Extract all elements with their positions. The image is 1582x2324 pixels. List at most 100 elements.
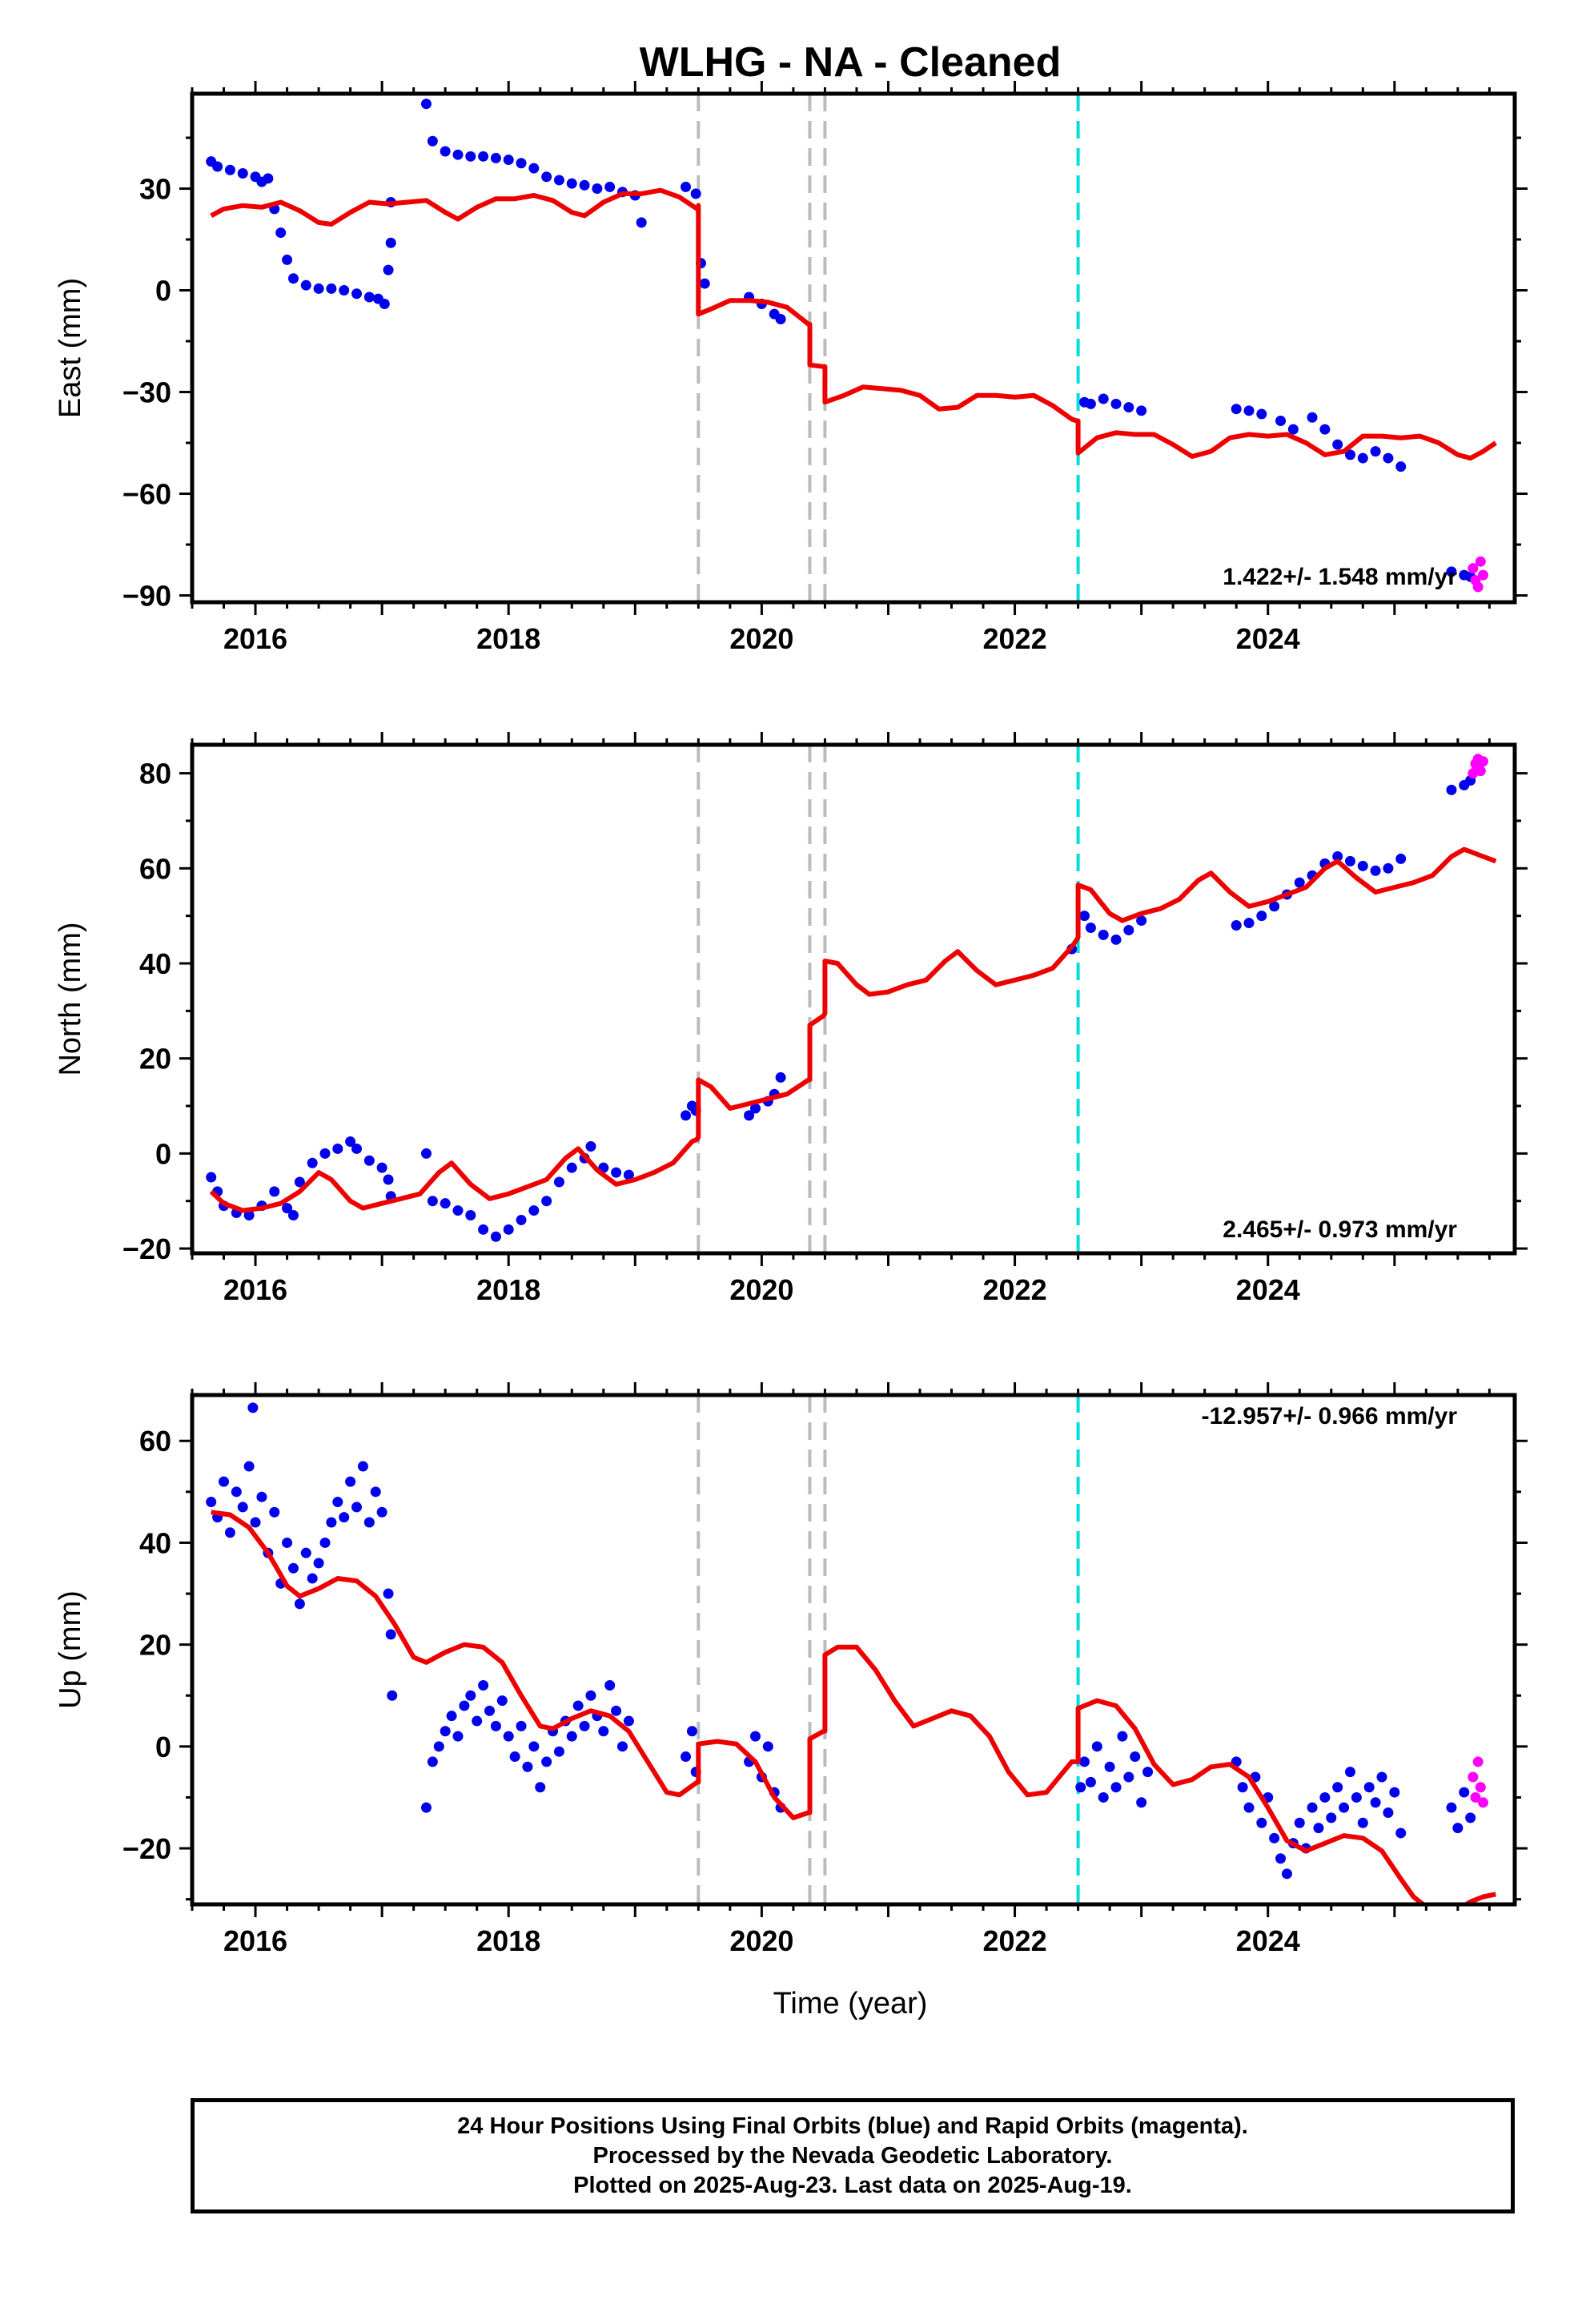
y-tick-label: 30 xyxy=(139,173,171,206)
x-tick-label: 2016 xyxy=(223,1924,287,1957)
final-points xyxy=(206,1402,1476,1880)
final-point xyxy=(1344,855,1355,866)
caption-box: 24 Hour Positions Using Final Orbits (bl… xyxy=(191,2098,1515,2213)
final-point xyxy=(1452,1823,1464,1834)
plot-frame xyxy=(190,742,1517,1256)
final-point xyxy=(516,1214,527,1225)
final-point xyxy=(243,1210,255,1221)
y-tick-label: 40 xyxy=(139,947,171,980)
final-point xyxy=(1110,934,1122,945)
final-point xyxy=(681,1751,692,1763)
y-tick-label: −20 xyxy=(122,1832,171,1865)
rapid-points xyxy=(1468,1756,1488,1808)
final-point xyxy=(250,1517,261,1528)
final-point xyxy=(383,1588,394,1599)
final-point xyxy=(420,1148,432,1159)
x-tick-label: 2022 xyxy=(983,1924,1047,1957)
final-point xyxy=(1370,446,1381,457)
final-point xyxy=(319,1148,331,1159)
final-point xyxy=(1142,1767,1154,1778)
final-point xyxy=(1256,911,1267,922)
final-point xyxy=(1231,920,1242,931)
final-point xyxy=(1231,404,1242,415)
ticks xyxy=(179,1382,1528,1917)
final-point xyxy=(376,1506,387,1518)
final-point xyxy=(1389,1787,1400,1798)
final-point xyxy=(592,183,603,195)
final-point xyxy=(1383,1807,1394,1819)
final-point xyxy=(1357,860,1368,871)
final-point xyxy=(332,1497,343,1508)
y-axis-label: Up (mm) xyxy=(54,1590,87,1709)
final-point xyxy=(1344,1767,1355,1778)
final-point xyxy=(294,1176,305,1188)
rapid-point xyxy=(1475,556,1486,567)
final-point xyxy=(553,1176,564,1188)
final-point xyxy=(452,1731,464,1742)
y-tick-label: −90 xyxy=(122,580,171,613)
final-point xyxy=(263,173,274,184)
final-point xyxy=(1256,408,1267,420)
final-point xyxy=(1357,452,1368,464)
final-point xyxy=(604,181,616,192)
final-point xyxy=(383,1174,394,1185)
final-point xyxy=(465,1210,476,1221)
final-point xyxy=(541,1196,552,1207)
final-point xyxy=(1319,1791,1331,1803)
final-point xyxy=(503,1224,514,1235)
final-point xyxy=(1256,1817,1267,1828)
final-point xyxy=(1319,424,1331,435)
final-point xyxy=(376,1162,387,1173)
final-point xyxy=(269,1186,280,1197)
y-tick-label: 40 xyxy=(139,1526,171,1559)
final-point xyxy=(440,1726,451,1737)
final-point xyxy=(535,1782,546,1793)
final-point xyxy=(541,171,552,183)
final-point xyxy=(243,1461,255,1472)
final-point xyxy=(1136,405,1147,416)
y-tick-label: 60 xyxy=(139,852,171,885)
final-point xyxy=(313,283,324,294)
x-tick-label: 2016 xyxy=(223,622,287,655)
final-point xyxy=(528,1741,540,1752)
y-axis-label: East (mm) xyxy=(54,278,87,418)
final-point xyxy=(484,1705,496,1716)
final-point xyxy=(1117,1731,1128,1742)
final-point xyxy=(1243,1802,1255,1813)
final-point xyxy=(1243,918,1255,929)
final-point xyxy=(1243,405,1255,416)
y-tick-label: 0 xyxy=(155,1137,171,1170)
final-point xyxy=(472,1715,483,1727)
final-point xyxy=(446,1711,457,1722)
y-tick-label: 0 xyxy=(155,275,171,308)
x-tick-label: 2016 xyxy=(223,1273,287,1306)
final-points xyxy=(206,99,1476,582)
panel-east: 2016 2018 2020 2022 2024 −90 −60 −30 0 30 East (mm… xyxy=(54,81,1528,655)
final-point xyxy=(528,1205,540,1216)
final-points xyxy=(206,775,1476,1242)
final-point xyxy=(294,1598,305,1610)
x-tick-label: 2020 xyxy=(729,1273,793,1306)
x-tick-label: 2022 xyxy=(983,1273,1047,1306)
final-point xyxy=(686,1726,697,1737)
final-point xyxy=(553,175,564,186)
y-tick-label: 80 xyxy=(139,758,171,790)
final-point xyxy=(1446,784,1457,795)
final-point xyxy=(420,99,432,110)
rapid-point xyxy=(1470,1791,1481,1803)
final-point xyxy=(749,1103,761,1114)
final-point xyxy=(1104,1761,1115,1772)
final-point xyxy=(379,298,390,309)
x-tick-label: 2024 xyxy=(1236,1924,1300,1957)
final-point xyxy=(1465,1812,1476,1823)
final-point xyxy=(452,1205,464,1216)
final-point xyxy=(690,188,701,199)
final-point xyxy=(541,1756,552,1767)
final-point xyxy=(1395,1827,1407,1839)
final-point xyxy=(459,1700,470,1711)
final-point xyxy=(1079,1756,1090,1767)
final-point xyxy=(339,1512,350,1523)
final-point xyxy=(345,1476,356,1487)
final-point xyxy=(1459,1787,1470,1798)
